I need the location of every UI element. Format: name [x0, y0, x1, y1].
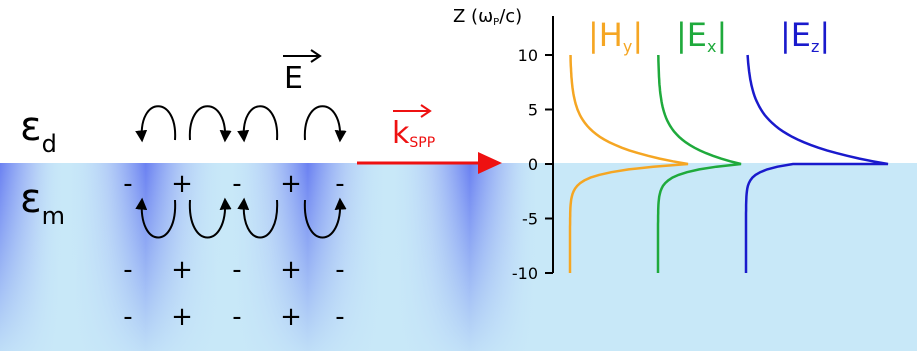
metal-permittivity-label: εm: [20, 176, 65, 230]
surface-charges: - + - + - - + - + - - + - + -: [123, 169, 344, 332]
electric-field-label: E: [283, 49, 322, 96]
y-tick-label: -10: [512, 264, 538, 283]
dielectric-permittivity-label: εd: [20, 104, 57, 158]
charge-sign: +: [280, 302, 302, 332]
charge-sign: -: [123, 169, 132, 199]
hy-curve: [568, 54, 689, 273]
series-label: |Hy|: [588, 16, 643, 56]
charge-sign: +: [171, 302, 193, 332]
charge-sign: -: [335, 255, 344, 285]
y-tick-label: -5: [522, 210, 538, 229]
wavevector-label: kSPP: [392, 116, 435, 151]
svg-text:E: E: [284, 61, 303, 96]
ez-curve: [744, 54, 889, 273]
field-loops-metal: [135, 197, 347, 239]
wavevector-arrow: kSPP: [357, 104, 502, 174]
charge-sign: -: [335, 302, 344, 332]
series-label: |Ex|: [676, 16, 727, 56]
charge-sign: +: [171, 169, 193, 199]
charge-sign: -: [123, 255, 132, 285]
charge-sign: -: [335, 169, 344, 199]
y-tick-label: 0: [528, 155, 538, 174]
charge-sign: +: [280, 255, 302, 285]
ex-curve: [656, 54, 742, 273]
charge-sign: -: [123, 302, 132, 332]
y-tick-label: 10: [518, 46, 538, 65]
charge-sign: +: [280, 169, 302, 199]
charge-sign: +: [171, 255, 193, 285]
metal-depth-fade: [0, 163, 540, 351]
y-tick-label: 5: [528, 101, 538, 120]
y-axis-title: Z (ωP/c): [453, 6, 522, 28]
charge-sign: -: [232, 169, 241, 199]
field-profile-chart: Z (ωP/c) 10 5 0 -5 -10 |Hy| |Ex| |Ez|: [453, 6, 889, 283]
field-loops-dielectric: [135, 105, 347, 143]
charge-sign: -: [232, 302, 241, 332]
series-label: |Ez|: [780, 16, 830, 56]
charge-sign: -: [232, 255, 241, 285]
